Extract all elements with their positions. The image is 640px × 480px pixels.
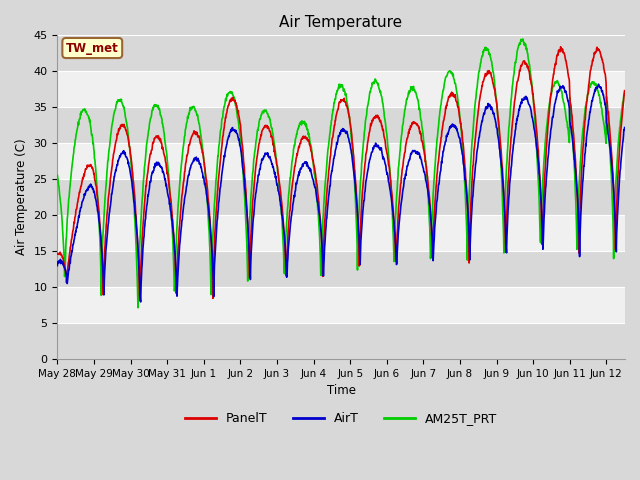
AM25T_PRT: [307, 141, 314, 147]
Title: Air Temperature: Air Temperature: [280, 15, 403, 30]
AirT: [54, 263, 61, 268]
X-axis label: Time: Time: [326, 384, 355, 397]
AM25T_PRT: [120, 107, 128, 113]
Text: TW_met: TW_met: [66, 41, 118, 55]
Y-axis label: Air Temperature (C): Air Temperature (C): [15, 139, 28, 255]
AirT: [595, 81, 602, 87]
Bar: [58, 323, 625, 359]
Bar: [58, 72, 625, 107]
AirT: [120, 149, 128, 155]
PanelT: [317, 216, 324, 222]
Bar: [58, 287, 625, 323]
PanelT: [120, 124, 128, 130]
Bar: [58, 251, 625, 287]
AirT: [294, 171, 302, 177]
PanelT: [377, 118, 385, 123]
PanelT: [97, 241, 105, 247]
AM25T_PRT: [519, 36, 527, 42]
PanelT: [136, 298, 144, 303]
Line: AirT: AirT: [58, 84, 625, 302]
AirT: [97, 243, 105, 249]
Line: PanelT: PanelT: [58, 47, 625, 300]
AirT: [621, 125, 628, 131]
PanelT: [294, 145, 302, 151]
AM25T_PRT: [317, 255, 324, 261]
Legend: PanelT, AirT, AM25T_PRT: PanelT, AirT, AM25T_PRT: [180, 407, 502, 430]
Bar: [58, 215, 625, 251]
AirT: [137, 299, 145, 305]
Bar: [58, 107, 625, 143]
Line: AM25T_PRT: AM25T_PRT: [58, 39, 625, 308]
PanelT: [307, 143, 314, 148]
PanelT: [621, 88, 628, 94]
Bar: [58, 143, 625, 179]
Bar: [58, 179, 625, 215]
Bar: [58, 36, 625, 72]
AirT: [307, 168, 314, 174]
PanelT: [557, 44, 564, 49]
AM25T_PRT: [134, 305, 142, 311]
AM25T_PRT: [377, 88, 385, 94]
AM25T_PRT: [54, 172, 61, 178]
AirT: [377, 145, 385, 151]
AM25T_PRT: [97, 292, 105, 298]
AirT: [317, 222, 324, 228]
PanelT: [54, 251, 61, 257]
AM25T_PRT: [294, 126, 302, 132]
AM25T_PRT: [621, 89, 628, 95]
